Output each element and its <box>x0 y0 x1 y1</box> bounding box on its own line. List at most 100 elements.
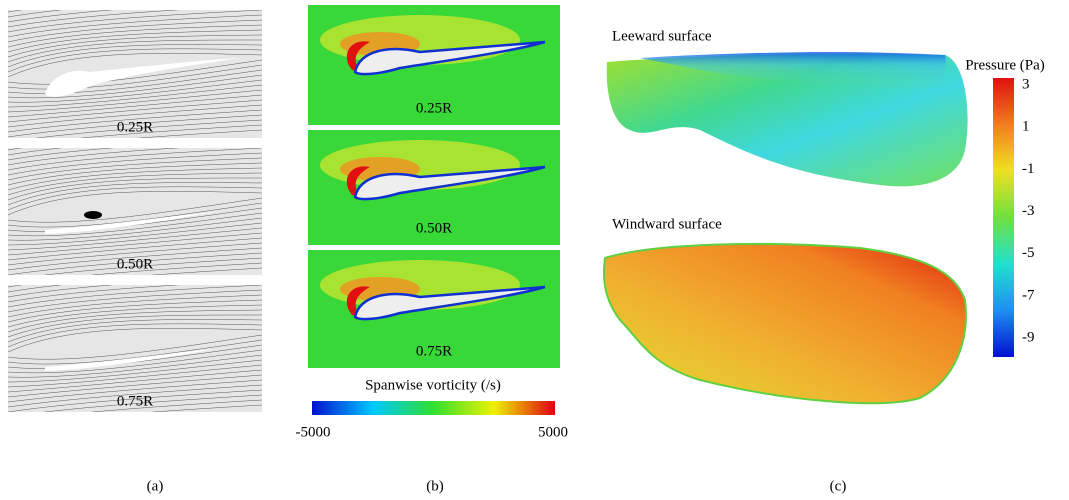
streamline <box>8 334 262 360</box>
section-label: 0.25R <box>117 119 153 135</box>
streamline <box>8 212 262 237</box>
streamline <box>43 394 262 412</box>
streamline <box>8 191 262 216</box>
streamline <box>8 299 262 323</box>
colorbar-title: Spanwise vorticity (/s) <box>365 377 501 393</box>
streamline <box>8 10 114 23</box>
streamline <box>8 162 262 186</box>
streamline <box>8 94 262 118</box>
streamline <box>8 285 114 298</box>
blade-section <box>45 349 215 371</box>
streamline <box>8 359 262 383</box>
streamline <box>8 148 181 166</box>
vortex-core <box>84 211 102 219</box>
leading-edge <box>346 166 370 197</box>
streamline <box>8 152 262 176</box>
streamline <box>8 319 262 343</box>
streamline <box>8 148 114 161</box>
streamline <box>8 374 262 398</box>
blade-section <box>353 40 546 76</box>
section-label: 0.25R <box>416 100 452 116</box>
section-label: 0.75R <box>416 343 452 359</box>
panel-label: (a) <box>147 478 164 494</box>
streamline <box>8 99 262 123</box>
streamline <box>8 285 63 293</box>
streamline <box>8 19 262 43</box>
streamline-panels: 0.25R 0.50R 0.75R <box>8 10 262 412</box>
streamline <box>136 129 262 138</box>
streamline <box>8 24 262 48</box>
streamline <box>8 157 262 181</box>
streamline <box>8 10 63 18</box>
streamline <box>90 399 262 412</box>
streamline <box>8 186 262 211</box>
streamline <box>8 285 181 303</box>
streamline <box>8 217 262 241</box>
streamline <box>8 323 262 348</box>
streamline <box>150 267 262 275</box>
streamline <box>35 119 262 138</box>
streamline <box>79 124 262 138</box>
blade-section <box>45 58 240 97</box>
colorbar-tick-label: 3 <box>1022 76 1030 92</box>
streamline <box>8 314 262 338</box>
streamlines <box>8 285 262 412</box>
streamline <box>8 237 262 261</box>
colorbar-ticks: 3 1 -1 -3 -5 -7 -9 <box>1022 76 1035 345</box>
streamline <box>8 304 262 328</box>
colorbar-max: 5000 <box>538 424 568 440</box>
colorbar-tick-label: -7 <box>1022 287 1035 303</box>
surface-label: Leeward surface <box>612 28 712 44</box>
colorbar-tick-label: -9 <box>1022 329 1035 345</box>
streamline <box>8 48 262 73</box>
streamline <box>8 114 262 138</box>
streamline <box>8 242 262 266</box>
streamline <box>8 177 262 201</box>
leeward-surface <box>606 53 968 187</box>
streamline <box>8 309 262 333</box>
streamlines <box>8 148 262 275</box>
streamline <box>8 294 262 318</box>
streamline <box>8 182 262 206</box>
streamline <box>8 197 262 223</box>
streamline <box>8 285 262 308</box>
streamline <box>8 339 262 365</box>
streamline <box>8 252 262 275</box>
streamline <box>8 202 262 228</box>
streamline <box>90 262 262 275</box>
streamline <box>8 69 262 94</box>
streamline <box>8 384 262 408</box>
colorbar-tick-label: -5 <box>1022 245 1035 261</box>
streamline <box>8 354 262 378</box>
streamline <box>8 104 262 128</box>
streamline <box>8 14 262 38</box>
streamlines <box>8 10 262 138</box>
streamline <box>8 349 262 374</box>
streamline <box>8 148 63 156</box>
leading-edge <box>346 41 370 72</box>
streamline <box>8 79 262 103</box>
streamline <box>8 369 262 393</box>
streamline <box>8 148 262 171</box>
section-label: 0.50R <box>416 220 452 236</box>
streamline <box>8 289 262 313</box>
streamline <box>8 109 262 133</box>
colorbar <box>312 401 555 415</box>
vorticity-panels: 0.25R 0.50R 0.75R <box>308 5 560 368</box>
surface-label: Windward surface <box>612 216 722 232</box>
streamline <box>8 227 262 251</box>
streamline <box>8 53 262 78</box>
streamline <box>8 10 262 33</box>
colorbar-min: -5000 <box>296 424 331 440</box>
colorbar-tick-label: 1 <box>1022 119 1030 135</box>
streamline <box>8 59 262 85</box>
blade-section <box>45 212 215 234</box>
streamline <box>8 84 262 108</box>
streamline <box>8 232 262 256</box>
colorbar-title: Pressure (Pa) <box>965 57 1045 73</box>
streamline <box>8 39 262 63</box>
colorbar <box>993 78 1014 357</box>
blade-section <box>353 165 546 201</box>
streamline <box>8 29 262 53</box>
